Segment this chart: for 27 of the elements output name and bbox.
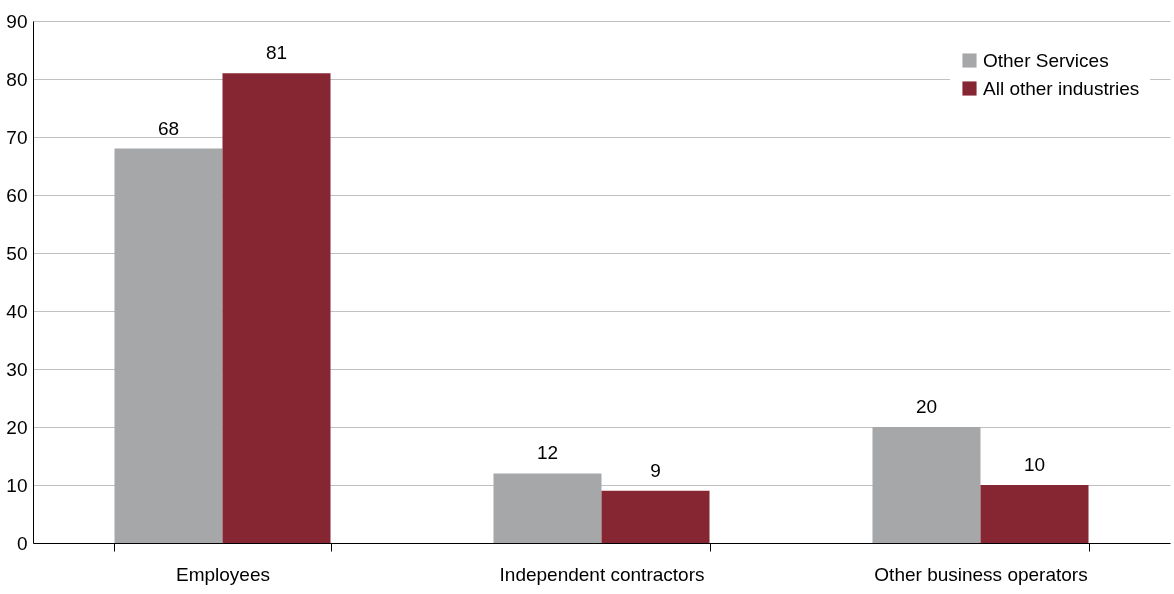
data-label: 20 bbox=[915, 396, 938, 417]
data-label: 81 bbox=[265, 42, 288, 64]
bar bbox=[601, 490, 710, 543]
data-label: 9 bbox=[650, 459, 661, 481]
y-tick-label: 10 bbox=[6, 474, 28, 496]
legend-label: All other industries bbox=[983, 77, 1140, 99]
legend-label: Other Services bbox=[983, 49, 1109, 71]
y-tick-label: 70 bbox=[6, 126, 28, 148]
x-tick-label: Other business operators bbox=[874, 563, 1088, 585]
bar bbox=[114, 148, 223, 543]
y-tick-label: 60 bbox=[6, 184, 28, 206]
y-tick-label: 50 bbox=[6, 242, 28, 264]
bar bbox=[493, 473, 602, 543]
x-tick-label: Employees bbox=[176, 563, 270, 585]
bar bbox=[872, 427, 981, 543]
bar bbox=[222, 73, 331, 543]
y-tick-label: 20 bbox=[6, 416, 28, 438]
data-label: 68 bbox=[157, 117, 180, 139]
y-tick-label: 30 bbox=[6, 358, 28, 380]
x-tick-label: Independent contractors bbox=[499, 563, 705, 585]
y-tick-label: 80 bbox=[6, 68, 28, 90]
y-tick-label: 40 bbox=[6, 300, 28, 322]
bar bbox=[980, 485, 1089, 543]
data-label: 12 bbox=[536, 442, 559, 464]
data-label: 10 bbox=[1023, 454, 1046, 475]
y-tick-label: 0 bbox=[16, 532, 28, 554]
y-tick-label: 90 bbox=[6, 10, 28, 32]
